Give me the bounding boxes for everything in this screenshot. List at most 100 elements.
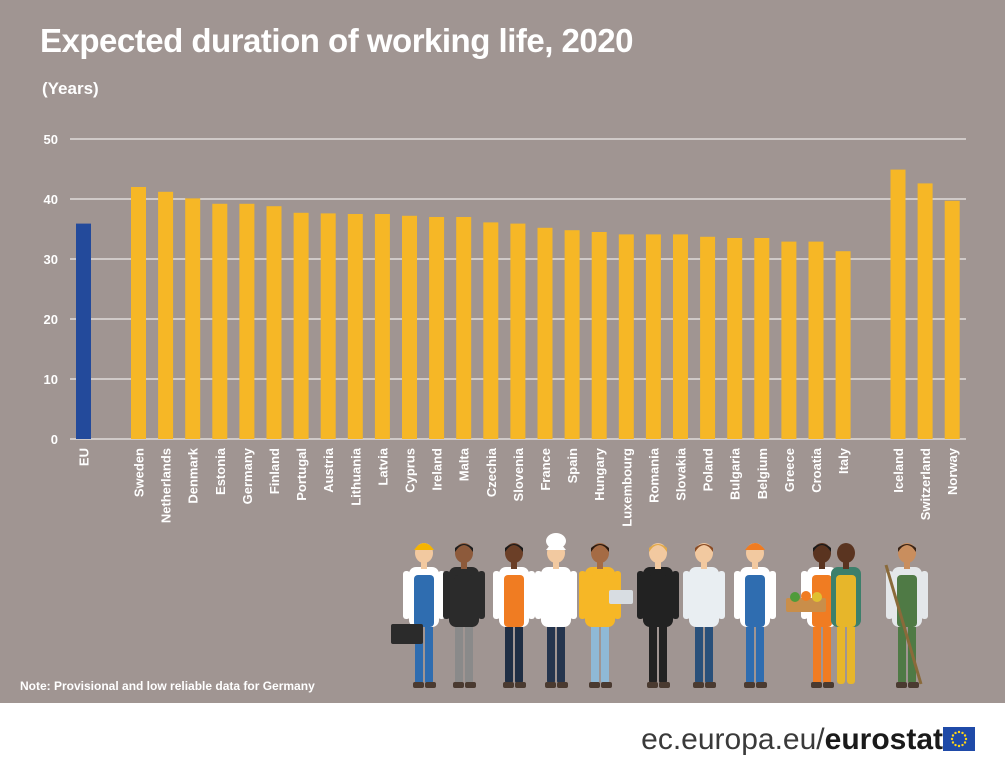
bar-finland — [266, 206, 282, 439]
x-tick-label: Belgium — [755, 448, 770, 499]
y-tick-label: 40 — [44, 192, 58, 207]
bar-denmark — [185, 198, 201, 439]
x-tick-label: Finland — [267, 448, 282, 494]
bar-chart: 0 10 20 30 40 50 EU Sweden Netherlands Denmark Est… — [44, 132, 966, 527]
bar-switzerland — [917, 183, 933, 439]
x-tick-label: Bulgaria — [728, 447, 743, 500]
chart-panel: Expected duration of working life, 2020 … — [0, 0, 1005, 703]
bar-france — [537, 227, 553, 439]
bar-eu — [76, 223, 91, 439]
x-tick-label: Slovenia — [511, 447, 526, 501]
x-tick-label: Denmark — [186, 447, 201, 503]
bar-greece — [781, 241, 797, 439]
x-tick-label: Italy — [836, 447, 851, 474]
flag-star — [950, 737, 954, 741]
bar-cyprus — [402, 215, 417, 439]
businesswoman-icon — [637, 543, 679, 688]
toolbox-icon — [391, 624, 423, 644]
vegetable-icon — [812, 592, 822, 602]
x-tick-label: Estonia — [213, 447, 228, 495]
x-tick-label: Malta — [457, 447, 472, 481]
x-tick-label: Sweden — [132, 448, 147, 497]
bar-italy — [835, 251, 851, 439]
eurostat-brand: ec.europa.eu/eurostat — [641, 723, 943, 757]
unit-label: (Years) — [42, 79, 99, 98]
bar-hungary — [591, 232, 607, 439]
rake-icon — [884, 564, 923, 685]
doctor-icon — [683, 543, 725, 688]
x-tick-label: Czechia — [484, 447, 499, 497]
eu-flag-icon — [943, 727, 975, 751]
x-tick-label: Romania — [646, 447, 661, 503]
y-tick-label: 30 — [44, 252, 58, 267]
y-tick-label: 20 — [44, 312, 58, 327]
flag-star — [954, 743, 957, 747]
laptop-icon — [609, 590, 633, 604]
bar-norway — [944, 200, 960, 439]
student-icon — [579, 543, 621, 688]
bar-sweden — [131, 187, 146, 439]
y-tick-label: 10 — [44, 372, 58, 387]
x-tick-label: Poland — [701, 448, 716, 491]
bar-croatia — [808, 241, 824, 439]
x-tick-label: France — [538, 448, 553, 491]
x-tick-label: Croatia — [809, 447, 824, 493]
bar-ireland — [429, 217, 445, 439]
bar-estonia — [212, 203, 228, 439]
x-tick-label: Hungary — [592, 447, 607, 501]
x-tick-label: Ireland — [430, 448, 445, 491]
market-vendor-2-icon — [831, 543, 861, 684]
workers-illustration — [391, 533, 928, 688]
flag-star — [964, 737, 968, 741]
x-tick-label: Portugal — [294, 448, 309, 501]
x-tick-label: Cyprus — [403, 448, 418, 493]
chef-hat-icon — [546, 533, 566, 549]
flag-star — [961, 731, 964, 735]
footnote: Note: Provisional and low reliable data … — [20, 679, 315, 693]
x-tick-label: EU — [77, 448, 92, 466]
x-tick-label: Germany — [240, 447, 255, 504]
farmer-icon — [886, 543, 928, 688]
bar-austria — [320, 213, 336, 439]
flag-star — [954, 731, 957, 735]
bar-bulgaria — [727, 238, 743, 439]
x-tick-label: Spain — [565, 448, 580, 483]
bar-latvia — [374, 214, 390, 439]
bar-netherlands — [158, 191, 174, 439]
vegetable-icon — [790, 592, 800, 602]
footer: ec.europa.eu/eurostat — [0, 703, 1005, 773]
flag-star — [963, 734, 967, 737]
bar-portugal — [293, 212, 309, 439]
mechanic-icon — [734, 543, 776, 688]
flag-star — [951, 741, 955, 744]
x-tick-label: Iceland — [891, 448, 906, 493]
x-tick-label: Switzerland — [918, 448, 933, 520]
bar-belgium — [754, 238, 770, 439]
bar-luxembourg — [618, 234, 634, 439]
bar-germany — [239, 203, 255, 439]
vegetable-icon — [801, 591, 811, 601]
x-tick-label: Greece — [782, 448, 797, 492]
chef-icon — [535, 543, 577, 688]
flag-star — [961, 743, 964, 747]
x-tick-label: Norway — [945, 447, 960, 495]
x-tick-label: Austria — [321, 447, 336, 493]
construction-worker-icon — [403, 543, 445, 688]
flag-star — [963, 741, 967, 744]
bar-romania — [645, 234, 661, 439]
flag-star — [957, 730, 961, 734]
flag-star — [957, 744, 961, 748]
flag-star — [951, 734, 955, 737]
x-tick-label: Lithuania — [348, 447, 363, 506]
y-tick-label: 0 — [51, 432, 58, 447]
safety-worker-icon — [493, 543, 535, 688]
bar-malta — [456, 217, 472, 439]
bar-spain — [564, 230, 580, 439]
bar-czechia — [483, 222, 499, 439]
bar-slovenia — [510, 223, 526, 439]
brand-name: eurostat — [824, 723, 943, 756]
brand-domain: ec.europa.eu/ — [641, 723, 825, 756]
y-tick-label: 50 — [44, 132, 58, 147]
bar-slovakia — [673, 234, 688, 439]
